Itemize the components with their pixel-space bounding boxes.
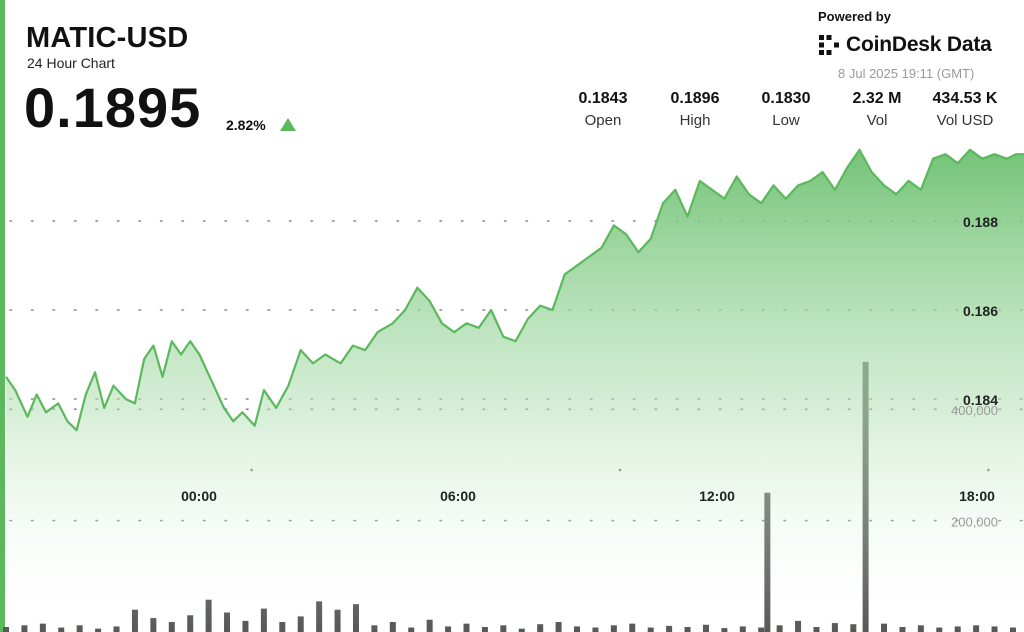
x-tick-label: 18:00 <box>959 488 995 504</box>
stat-volume: 2.32 M Vol <box>832 90 922 129</box>
brand-logo-link[interactable]: CoinDesk Data <box>818 31 992 59</box>
price-tick-label: 0.188 <box>963 214 998 230</box>
price-area <box>5 148 1024 632</box>
price-change-percent: 2.82% <box>226 117 266 133</box>
price-area-fill <box>6 149 1024 632</box>
symbol-title: MATIC-USD <box>26 22 189 54</box>
stat-high: 0.1896 High <box>650 90 740 129</box>
price-tick-label: 0.184 <box>963 392 998 408</box>
stat-label: Vol USD <box>936 112 994 129</box>
price-tick-label: 0.186 <box>963 303 998 319</box>
stat-value: 0.1830 <box>761 90 811 107</box>
x-tick-label: 06:00 <box>440 488 476 504</box>
stat-open: 0.1843 Open <box>558 90 648 129</box>
coindesk-logo-icon <box>819 35 839 55</box>
stat-label: Low <box>772 112 800 129</box>
volume-tick-label: 400,000 <box>951 403 998 418</box>
stat-label: Vol <box>866 112 888 129</box>
price-line <box>5 148 1024 432</box>
stat-value: 2.32 M <box>852 90 902 107</box>
stat-value: 434.53 K <box>932 90 998 107</box>
stat-value: 0.1843 <box>578 90 628 107</box>
volume-tick-label: 200,000 <box>951 515 998 530</box>
x-tick-label: 12:00 <box>699 488 735 504</box>
stat-label: High <box>679 112 711 129</box>
current-price: 0.1895 <box>24 76 202 139</box>
stat-value: 0.1896 <box>670 90 720 107</box>
chart-subtitle: 24 Hour Chart <box>27 55 115 71</box>
powered-by-label: Powered by <box>818 9 891 24</box>
left-accent-bar <box>0 0 5 632</box>
stat-low: 0.1830 Low <box>741 90 831 129</box>
x-tick-label: 00:00 <box>181 488 217 504</box>
stat-label: Open <box>584 112 622 129</box>
axis-labels: 0.184 0.186 0.188 200,000 400,000 00:00 06:00 1… <box>181 214 998 530</box>
timestamp: 8 Jul 2025 19:11 (GMT) <box>838 66 975 81</box>
brand-name: CoinDesk Data <box>846 33 992 56</box>
triangle-up-icon <box>280 118 296 131</box>
stat-volume-usd: 434.53 K Vol USD <box>920 90 1010 129</box>
